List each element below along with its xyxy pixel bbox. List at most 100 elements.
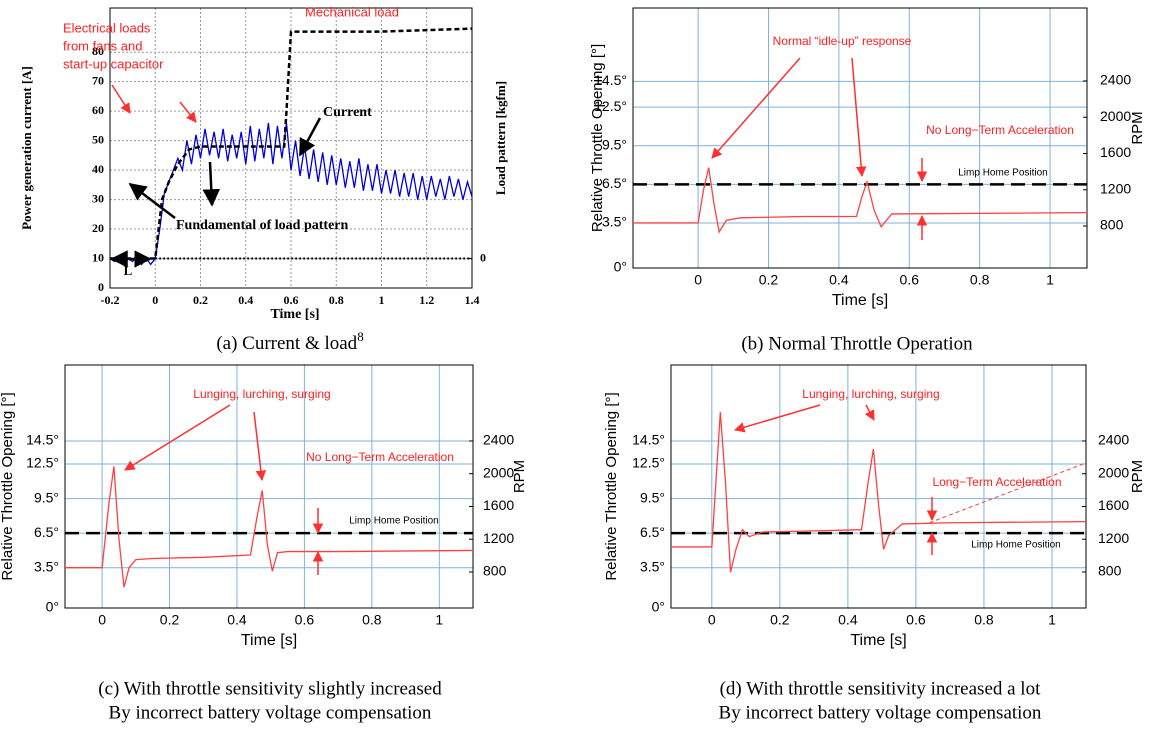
y2-tick-label: 1200: [1100, 180, 1131, 196]
y2-tick-label: 2400: [483, 432, 514, 448]
x-tick-label: 0.6: [284, 293, 299, 307]
y-axis-label: Relative Throttle Opening [°]: [589, 44, 606, 232]
y2-tick-label: 1200: [483, 530, 514, 546]
x-tick-label: 0.2: [759, 272, 779, 288]
x-axis-label: Time [s]: [270, 307, 319, 322]
x-tick-label: 0.4: [838, 612, 858, 628]
x-axis-label: Time [s]: [241, 632, 297, 649]
y-tick-label: 3.5°: [640, 558, 665, 574]
y-tick-label: 40: [92, 162, 104, 176]
y2-tick-label: 1600: [1100, 144, 1131, 160]
annotation: No Long−Term Acceleration: [306, 450, 454, 464]
y-tick-label: 3.5°: [34, 558, 59, 574]
caption-superscript: 8: [357, 329, 364, 344]
y2-tick-label: 2400: [1100, 72, 1131, 88]
data-line: [65, 466, 474, 588]
arrow: [202, 161, 221, 207]
annotation: Limp Home Position: [349, 516, 438, 527]
y-tick-label: 14.5°: [26, 432, 59, 448]
y-tick-label: 12.5°: [594, 98, 627, 114]
x-tick-label: 0: [98, 612, 106, 628]
caption: (b) Normal Throttle Operation: [741, 333, 973, 354]
y-tick-label: 9.5°: [640, 489, 665, 505]
x-tick-label: 0.2: [160, 612, 180, 628]
y-tick-label: 30: [92, 191, 104, 205]
plot-area: [633, 8, 1087, 268]
y2-tick-label: 1200: [1098, 530, 1129, 546]
arrow: [864, 404, 875, 421]
y2-tick-label: 2000: [483, 464, 514, 480]
y-axis-label: Relative Throttle Opening [°]: [0, 392, 16, 580]
y-tick-label: 6.5°: [602, 175, 627, 191]
annotation: Lunging, lurching, surging: [802, 387, 939, 401]
y2-axis-label: RPM: [1129, 460, 1146, 493]
arrow: [298, 117, 322, 157]
y2-axis-label: RPM: [511, 460, 528, 493]
y-tick-label: 12.5°: [632, 455, 665, 471]
x-tick-label: 1: [435, 612, 443, 628]
y-tick-label: 14.5°: [594, 72, 627, 88]
y2-tick-label: 2000: [1098, 464, 1129, 480]
y-tick-label: 70: [92, 73, 104, 87]
arrow: [128, 182, 176, 219]
plot-frame: [64, 364, 474, 609]
x-tick-label: 0.4: [227, 612, 247, 628]
x-tick-label: 0: [694, 272, 702, 288]
y-tick-label: 12.5°: [26, 455, 59, 471]
data-line: [633, 167, 1088, 234]
arrow: [851, 57, 867, 178]
arrow: [711, 57, 801, 159]
data-line: [110, 27, 473, 260]
annotation: No Long−Term Acceleration: [926, 123, 1074, 137]
y2-tick-label: 2400: [1098, 432, 1129, 448]
y-tick-label: 60: [92, 103, 104, 117]
data-line: [671, 412, 1087, 573]
y2-tick-label: 1600: [483, 497, 514, 513]
arrow: [111, 84, 131, 114]
caption: (c) With throttle sensitivity slightly i…: [98, 678, 442, 699]
annotation: start-up capacitor: [63, 56, 164, 71]
y2-tick-label: 1600: [1098, 497, 1129, 513]
y-tick-label: 3.5°: [602, 214, 627, 230]
y-tick-label: 9.5°: [602, 136, 627, 152]
y2-tick-label: 800: [1098, 563, 1122, 579]
arrow: [253, 411, 267, 482]
x-tick-label: 0.8: [329, 293, 344, 307]
plot-frame: [632, 7, 1088, 269]
y-tick-label: 6.5°: [640, 524, 665, 540]
x-tick-label: 0.8: [974, 612, 994, 628]
caption: (a) Current & load8: [216, 329, 363, 354]
plot-area: [65, 365, 473, 608]
x-tick-label: 0.4: [829, 272, 849, 288]
y-tick-label: 50: [92, 132, 104, 146]
y-axis-label: Power generation current [A]: [19, 66, 34, 230]
data-line: [109, 122, 473, 266]
plot-frame: [670, 364, 1087, 609]
x-tick-label: 1: [1046, 272, 1054, 288]
annotation: Lunging, lurching, surging: [193, 387, 330, 401]
caption: (d) With throttle sensitivity increased …: [720, 678, 1041, 699]
x-tick-label: 0.6: [906, 612, 926, 628]
x-tick-label: -0.2: [101, 293, 120, 307]
annotation: L: [124, 263, 133, 278]
y2-axis-label: Load pattern [kgfm]: [493, 81, 508, 195]
x-tick-label: 1: [379, 293, 385, 307]
annotation: from fans and: [63, 38, 143, 53]
annotation: Fundamental of load pattern: [176, 218, 349, 233]
x-tick-label: 1.2: [419, 293, 434, 307]
caption: By incorrect battery voltage compensatio…: [719, 702, 1042, 723]
y2-axis-label: RPM: [1129, 111, 1146, 144]
y-axis-label: Relative Throttle Opening [°]: [603, 392, 620, 580]
annotation: Long−Term Acceleration: [932, 475, 1061, 489]
annotation: Normal “idle-up” response: [773, 34, 912, 48]
caption: By incorrect battery voltage compensatio…: [109, 702, 432, 723]
caption-text: (a) Current & load: [216, 333, 357, 354]
x-axis-label: Time [s]: [850, 632, 906, 649]
x-tick-label: 0: [152, 293, 158, 307]
annotation: Mechanical load: [305, 4, 399, 19]
y2-tick-label: 800: [1100, 217, 1124, 233]
y-tick-label: 6.5°: [34, 524, 59, 540]
x-tick-label: 0.4: [238, 293, 253, 307]
x-tick-label: 0.2: [770, 612, 790, 628]
